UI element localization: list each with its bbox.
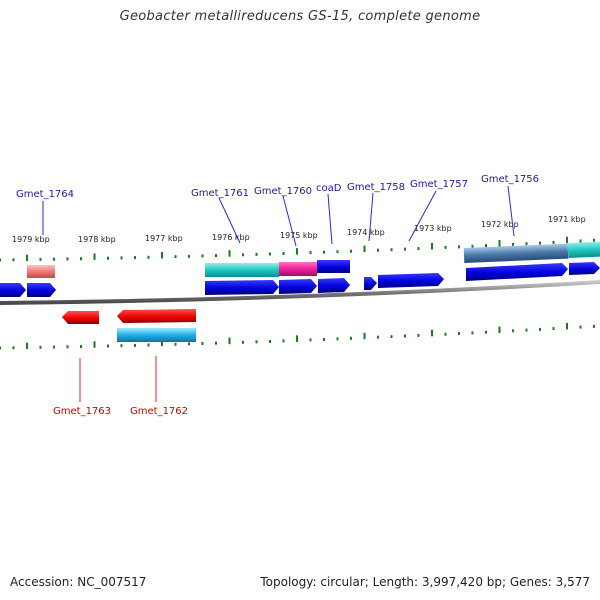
kbp-label: 1976 kbp: [212, 233, 250, 242]
scale-labels: 1979 kbp 1978 kbp 1977 kbp 1976 kbp 1975…: [12, 215, 586, 244]
feature-track-upper: [27, 241, 600, 278]
gene-arrow[interactable]: [205, 280, 279, 295]
gene-labels-bottom: Gmet_1763 Gmet_1762: [53, 406, 188, 417]
feature-bar[interactable]: [205, 263, 279, 277]
gene-arrow[interactable]: [62, 311, 99, 324]
label-callouts-bottom: [79, 356, 157, 402]
feature-bar[interactable]: [463, 243, 569, 263]
topology-text: Topology: circular; Length: 3,997,420 bp…: [260, 575, 590, 589]
gene-label[interactable]: Gmet_1761: [191, 188, 249, 199]
feature-bar[interactable]: [27, 265, 55, 278]
gene-arrow[interactable]: [318, 278, 350, 293]
gene-label[interactable]: Gmet_1758: [347, 182, 405, 193]
kbp-label: 1971 kbp: [548, 215, 586, 224]
gene-label[interactable]: Gmet_1763: [53, 406, 111, 417]
kbp-label: 1979 kbp: [12, 235, 50, 244]
label-callouts-top: [42, 185, 515, 247]
gene-label[interactable]: coaD: [316, 183, 342, 194]
gene-arrow[interactable]: [0, 283, 26, 297]
gene-label[interactable]: Gmet_1764: [16, 189, 74, 200]
gene-arrow[interactable]: [466, 263, 568, 281]
accession-text: Accession: NC_007517: [10, 575, 147, 589]
gene-track-reverse: [62, 309, 196, 324]
kbp-label: 1973 kbp: [414, 224, 452, 233]
gene-label[interactable]: Gmet_1762: [130, 406, 188, 417]
feature-bar[interactable]: [567, 241, 600, 258]
gene-arrow[interactable]: [364, 277, 377, 290]
kbp-label: 1975 kbp: [280, 231, 318, 240]
feature-bar[interactable]: [117, 328, 196, 342]
kbp-label: 1978 kbp: [78, 235, 116, 244]
gene-labels-top: Gmet_1764 Gmet_1761 Gmet_1760 coaD Gmet_…: [16, 174, 539, 200]
gene-arrow[interactable]: [27, 283, 56, 297]
scale-ticks-bottom: [0, 322, 595, 350]
genome-title: Geobacter metallireducens GS-15, complet…: [119, 9, 481, 24]
kbp-label: 1977 kbp: [145, 234, 183, 243]
gene-arrow[interactable]: [117, 309, 196, 323]
gene-arrow[interactable]: [279, 279, 317, 294]
gene-label[interactable]: Gmet_1756: [481, 174, 539, 185]
gene-label[interactable]: Gmet_1760: [254, 186, 312, 197]
feature-bar[interactable]: [279, 262, 317, 276]
scale-ticks-top: [0, 236, 595, 262]
feature-bar[interactable]: [317, 260, 350, 273]
gene-label[interactable]: Gmet_1757: [410, 179, 468, 190]
gene-track-forward: [0, 262, 600, 297]
feature-track-lower: [117, 328, 196, 342]
gene-arrow[interactable]: [378, 273, 444, 288]
kbp-label: 1974 kbp: [347, 228, 385, 237]
kbp-label: 1972 kbp: [481, 220, 519, 229]
gene-arrow[interactable]: [569, 262, 600, 275]
genome-backbone: [0, 280, 600, 305]
